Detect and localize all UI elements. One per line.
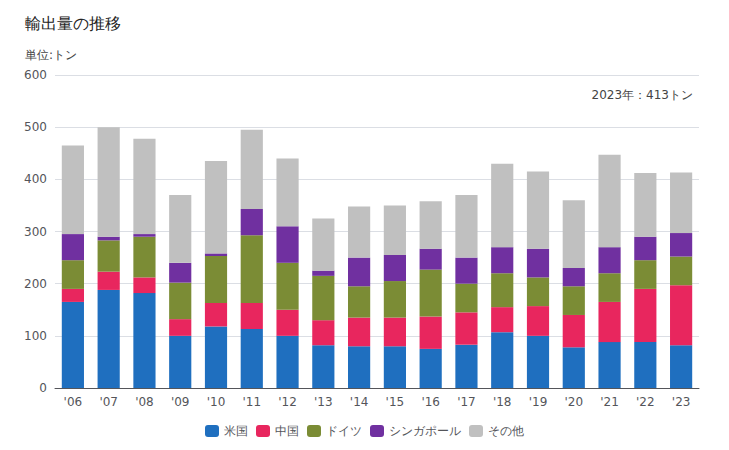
svg-text:米国: 米国 — [224, 424, 248, 438]
svg-text:'09: '09 — [171, 395, 190, 409]
svg-text:'16: '16 — [421, 395, 440, 409]
svg-text:200: 200 — [24, 277, 47, 291]
svg-text:その他: その他 — [488, 424, 524, 438]
svg-text:'10: '10 — [207, 395, 226, 409]
svg-text:'12: '12 — [278, 395, 297, 409]
svg-text:'06: '06 — [64, 395, 83, 409]
svg-text:400: 400 — [24, 172, 47, 186]
svg-text:500: 500 — [24, 120, 47, 134]
svg-text:600: 600 — [24, 68, 47, 82]
svg-text:'13: '13 — [314, 395, 333, 409]
svg-text:'07: '07 — [99, 395, 118, 409]
svg-text:ドイツ: ドイツ — [326, 424, 362, 438]
svg-text:'23: '23 — [672, 395, 691, 409]
svg-text:'21: '21 — [600, 395, 619, 409]
svg-text:2023年：413トン: 2023年：413トン — [592, 88, 693, 102]
svg-text:'17: '17 — [457, 395, 476, 409]
svg-text:'22: '22 — [636, 395, 655, 409]
svg-text:'14: '14 — [350, 395, 369, 409]
svg-text:'18: '18 — [493, 395, 512, 409]
svg-text:'08: '08 — [135, 395, 154, 409]
svg-text:0: 0 — [39, 381, 47, 395]
svg-text:100: 100 — [24, 329, 47, 343]
svg-text:輸出量の推移: 輸出量の推移 — [25, 14, 121, 33]
svg-text:'19: '19 — [529, 395, 548, 409]
svg-text:'15: '15 — [386, 395, 405, 409]
svg-text:'11: '11 — [242, 395, 261, 409]
svg-text:単位:トン: 単位:トン — [25, 48, 77, 62]
svg-text:300: 300 — [24, 225, 47, 239]
svg-text:シンガポール: シンガポール — [389, 424, 461, 438]
svg-text:中国: 中国 — [275, 424, 299, 438]
svg-text:'20: '20 — [564, 395, 583, 409]
